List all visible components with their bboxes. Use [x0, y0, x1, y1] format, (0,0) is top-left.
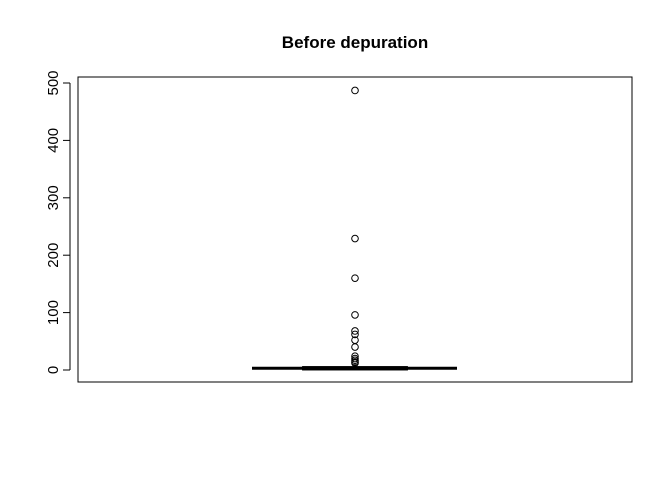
outlier-point	[351, 343, 359, 351]
y-tick-label: 400	[45, 128, 62, 153]
outlier-point	[351, 274, 359, 282]
y-axis: 0 100 200 300 400 500	[45, 70, 71, 374]
chart-title: Before depuration	[282, 33, 428, 52]
outlier-point	[351, 234, 359, 243]
y-tick-label: 200	[45, 243, 62, 268]
y-tick-label: 0	[45, 366, 62, 374]
plot-frame	[77, 76, 633, 383]
outlier-point	[351, 327, 359, 335]
y-tick-label: 500	[45, 70, 62, 95]
outlier-point	[351, 86, 359, 95]
outlier-point	[351, 330, 359, 339]
boxplot-marks	[252, 86, 457, 371]
y-tick-label: 300	[45, 185, 62, 210]
y-tick-label: 100	[45, 300, 62, 325]
outlier-point	[351, 359, 359, 367]
outlier-point	[351, 311, 359, 319]
